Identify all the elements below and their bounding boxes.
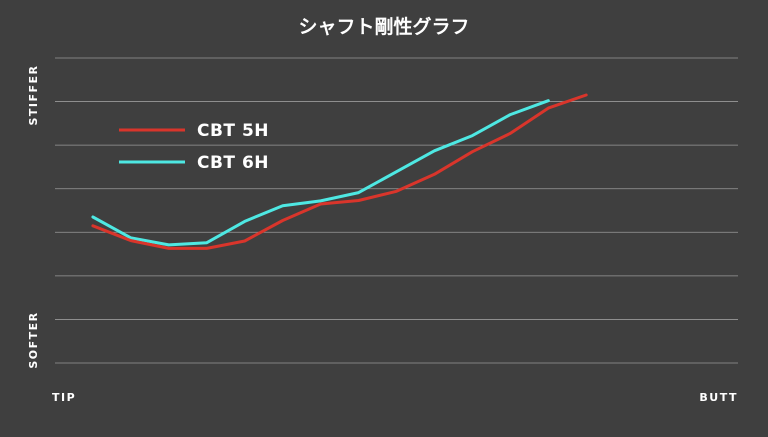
x-label-tip: TIP (52, 391, 76, 404)
gridlines (55, 57, 738, 364)
x-label-butt: BUTT (699, 391, 738, 404)
legend: CBT 5H CBT 6H (119, 121, 269, 173)
series-layer (91, 93, 588, 250)
legend-label-cbt-6h: CBT 6H (197, 153, 269, 173)
y-label-softer: SOFTER (27, 311, 40, 368)
y-label-stiffer: STIFFER (27, 64, 40, 125)
series-line-cbt-6h (91, 99, 550, 247)
chart-title: シャフト剛性グラフ (298, 15, 469, 38)
legend-label-cbt-5h: CBT 5H (197, 121, 269, 141)
series-line-cbt-5h (91, 93, 588, 250)
